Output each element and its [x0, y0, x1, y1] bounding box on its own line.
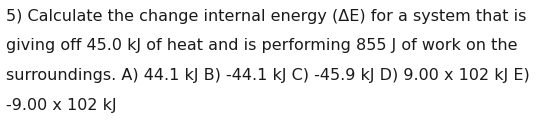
Text: surroundings. A) 44.1 kJ B) -44.1 kJ C) -45.9 kJ D) 9.00 x 102 kJ E): surroundings. A) 44.1 kJ B) -44.1 kJ C) … — [6, 68, 530, 83]
Text: -9.00 x 102 kJ: -9.00 x 102 kJ — [6, 98, 116, 113]
Text: giving off 45.0 kJ of heat and is performing 855 J of work on the: giving off 45.0 kJ of heat and is perfor… — [6, 38, 517, 53]
Text: 5) Calculate the change internal energy (ΔE) for a system that is: 5) Calculate the change internal energy … — [6, 9, 526, 24]
